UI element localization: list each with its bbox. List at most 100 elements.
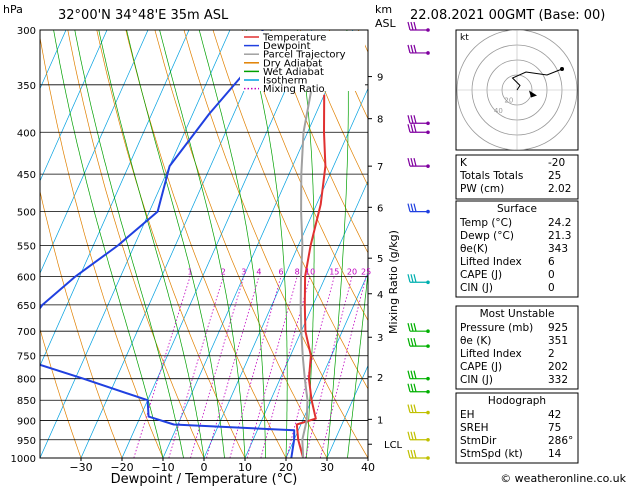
most-unstable-box [455,305,579,390]
temperature-tick-label: −10 [151,461,174,474]
km-label: 6 [377,203,383,214]
wet-adiabat-line [53,30,164,458]
dry-adiabat-line [125,30,287,458]
km-label: 7 [377,162,383,173]
km-label: 3 [377,333,383,344]
hodograph-endpoint [560,67,564,71]
indices-top-box [455,154,579,200]
lcl-label: LCL [384,440,403,451]
index-value: 343 [548,243,568,255]
km-altitude-labels: 9 8 7 6 5 4 3 2 1 LCL [368,73,403,451]
copyright: © weatheronline.co.uk [500,472,626,485]
pressure-tick-label: 550 [17,242,36,253]
index-value: 25 [548,170,561,182]
km-label: 5 [377,254,383,265]
index-label: StmSpd (kt) [460,448,523,460]
pressure-tick-label: 900 [17,417,36,428]
index-value: 6 [548,256,555,268]
dry-adiabat-line [40,327,82,458]
surface-box [455,200,579,298]
index-value: 925 [548,322,568,334]
index-label: EH [460,409,475,421]
mixing-ratio-line [168,276,224,458]
mixing-ratio-label: 25 [361,267,371,276]
index-label: Dewp (°C) [460,230,514,242]
km-label: 4 [377,290,383,301]
index-label: Lifted Index [460,348,522,360]
mixing-ratio-line [206,276,260,458]
hodograph-trace [511,68,563,91]
km-label: 2 [377,373,383,384]
temperature-tick-label: −30 [69,461,92,474]
asl-label: ASL [375,17,397,30]
pressure-tick-label: 750 [17,352,36,363]
km-label: 1 [377,415,383,426]
index-label: θe(K) [460,243,488,255]
wind-barb [407,158,430,168]
index-label: CAPE (J) [460,269,502,281]
index-value: 14 [548,448,562,460]
legend-label: Dry Adiabat [263,58,322,69]
mixing-ratio-lines [133,276,367,458]
hodograph-unit-label: kt [460,33,469,43]
indices-panel: K -20 Totals Totals 25 PW (cm) 2.02 Surface Tem… [455,154,579,464]
pressure-tick-labels: 300 350 400 450 500 550 600 650 700 750 800 850 900 9… [11,26,36,465]
index-label: SREH [460,422,489,434]
isotherm-line [285,272,368,458]
index-label: StmDir [460,435,497,447]
location-title: 32°00'N 34°48'E 35m ASL [58,8,229,23]
dry-adiabat-line [40,35,164,458]
temperature-tick-label: 20 [279,461,293,474]
isotherm-line [162,30,354,458]
legend-label: Wet Adiabat [263,67,324,78]
index-value: 0 [548,269,555,281]
dewpoint-line [40,30,296,458]
mixing-ratio-label: 20 [347,267,357,276]
legend-label: Isotherm [263,76,307,87]
mixing-ratio-label: 10 [305,267,315,276]
wind-barb [407,44,430,55]
wind-barb [407,203,430,214]
temperature-tick-label: 0 [201,461,208,474]
mixing-ratio-line [305,276,353,458]
pressure-tick-label: 500 [17,208,36,219]
mixing-ratio-label: 8 [295,267,300,276]
index-value: -20 [548,157,565,169]
pressure-tick-label: 650 [17,301,36,312]
wind-barb [407,431,430,442]
pressure-tick-label: 400 [17,128,36,139]
index-label: Pressure (mb) [460,322,533,334]
wind-barb [407,124,430,135]
hodograph-indices-box [455,392,579,464]
pressure-tick-label: 850 [17,396,36,407]
index-value: 75 [548,422,561,434]
index-label: CIN (J) [460,374,493,386]
isotherm-line [121,30,313,458]
datetime-title: 22.08.2021 00GMT (Base: 00) [410,8,605,23]
temperature-tick-label: 10 [238,461,252,474]
index-value: 2 [548,348,555,360]
index-label: CAPE (J) [460,361,502,373]
pressure-tick-label: 450 [17,170,36,181]
mixing-ratio-line [246,276,298,458]
isotherm-line [244,180,368,458]
index-label: Totals Totals [459,170,523,182]
parcel-trajectory-line [299,84,314,458]
isotherm-line [80,30,272,458]
dry-adiabat-line [299,30,368,187]
index-label: CIN (J) [460,282,493,294]
isotherm-line [40,30,231,458]
hodograph-ring-label: 40 [494,107,503,115]
wind-barb [407,337,430,348]
isotherm-line [203,87,368,458]
mixing-ratio-line [229,276,282,458]
storm-motion-arrow [529,90,537,98]
wind-barb [407,274,430,285]
index-label: K [460,157,468,169]
legend-label: Temperature [262,33,326,44]
dry-adiabat-line [620,30,629,458]
wind-barb [407,115,430,126]
pressure-tick-label: 950 [17,436,36,447]
